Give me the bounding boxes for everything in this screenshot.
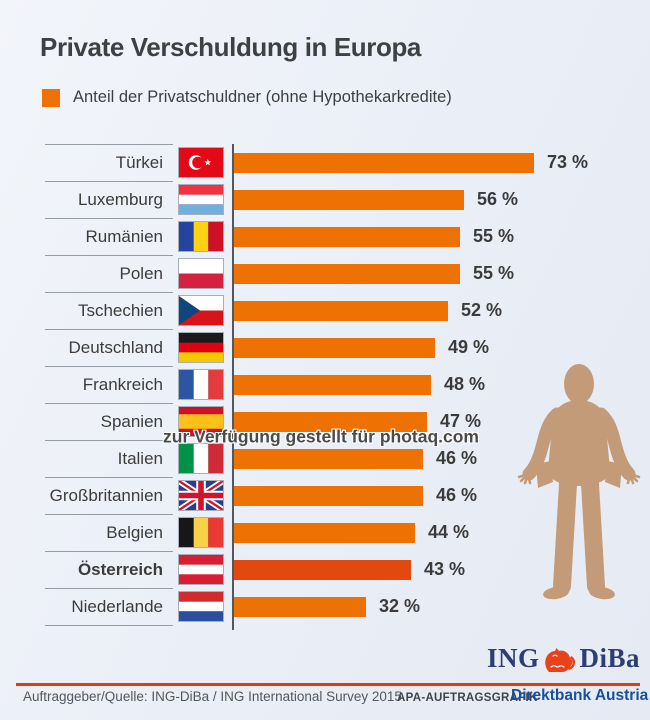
- chart-row: Österreich 43 %: [40, 551, 640, 588]
- bar-cell: 55 %: [234, 226, 514, 247]
- apa-credit: APA-AUFTRAGSGRAFIK: [397, 692, 538, 704]
- bar: [234, 596, 366, 617]
- country-label: Frankreich: [45, 366, 173, 403]
- bar-cell: 56 %: [234, 189, 518, 210]
- footer-rule: [16, 683, 640, 686]
- flag-turkey-icon: [178, 147, 224, 178]
- chart-row: Polen 55 %: [40, 255, 640, 292]
- bar: [234, 189, 464, 210]
- country-label: Spanien: [45, 403, 173, 440]
- empty-pockets-figure-icon: [517, 364, 641, 600]
- flag-uk-icon: [178, 480, 224, 511]
- bar-value-label: 32 %: [379, 596, 421, 616]
- bar: [234, 448, 423, 469]
- brand-subtitle: Direktbank Austria: [511, 687, 649, 704]
- chart-row: Tschechien 52 %: [40, 292, 640, 329]
- bar-cell: 47 %: [234, 411, 481, 432]
- country-label: Niederlande: [45, 588, 173, 625]
- bar-value-label: 49 %: [448, 337, 490, 357]
- chart-row: Frankreich 48 %: [40, 366, 640, 403]
- country-label: Rumänien: [45, 218, 173, 255]
- chart-row: Deutschland 49 %: [40, 329, 640, 366]
- bar-value-label: 48 %: [444, 374, 486, 394]
- bar-value-label: 73 %: [547, 152, 589, 172]
- bar-value-label: 43 %: [424, 559, 466, 579]
- bar-value-label: 44 %: [428, 522, 470, 542]
- flag-spain-icon: [178, 406, 224, 437]
- chart-row: Niederlande 32 %: [40, 588, 640, 625]
- chart-axis: [232, 144, 234, 630]
- logo-text-ing: ING: [486, 643, 540, 673]
- flag-germany-icon: [178, 332, 224, 363]
- watermark: zur Verfügung gestellt für photaq.com: [163, 426, 479, 447]
- chart-row: Italien 46 %: [40, 440, 640, 477]
- legend-swatch-icon: [42, 88, 60, 107]
- country-label: Polen: [45, 255, 173, 292]
- flag-belgium-icon: [178, 517, 224, 548]
- bar-cell: 46 %: [234, 485, 477, 506]
- chart-row: Großbritannien 46 %: [40, 477, 640, 514]
- bar: [234, 226, 460, 247]
- ing-diba-logo: ING DiBa: [487, 643, 640, 674]
- bar-cell: 52 %: [234, 300, 502, 321]
- flag-poland-icon: [178, 258, 224, 289]
- divider: [45, 625, 173, 626]
- chart-row: Spanien 47 %: [40, 403, 640, 440]
- country-label: Österreich: [45, 551, 173, 588]
- country-label: Türkei: [45, 144, 173, 181]
- bar: [234, 300, 448, 321]
- country-label: Großbritannien: [45, 477, 173, 514]
- chart-row: Luxemburg 56 %: [40, 181, 640, 218]
- flag-romania-icon: [178, 221, 224, 252]
- bar: [234, 374, 431, 395]
- country-label: Italien: [45, 440, 173, 477]
- bar-chart: Türkei 73 % Luxemburg 56 % Rumänien 55 % Polen…: [40, 144, 640, 625]
- chart-row: Türkei 73 %: [40, 144, 640, 181]
- country-label: Tschechien: [45, 292, 173, 329]
- bar: [234, 337, 435, 358]
- chart-row: Rumänien 55 %: [40, 218, 640, 255]
- flag-netherlands-icon: [178, 591, 224, 622]
- bar-value-label: 55 %: [473, 263, 515, 283]
- bar-value-label: 46 %: [436, 485, 478, 505]
- flag-italy-icon: [178, 443, 224, 474]
- bar-cell: 73 %: [234, 152, 588, 173]
- bar-value-label: 47 %: [440, 411, 482, 431]
- country-label: Luxemburg: [45, 181, 173, 218]
- bar-value-label: 55 %: [473, 226, 515, 246]
- page-title: Private Verschuldung in Europa: [40, 32, 421, 62]
- legend-label: Anteil der Privatschuldner (ohne Hypothe…: [73, 88, 452, 106]
- source-credit: Auftraggeber/Quelle: ING-DiBa / ING Inte…: [23, 689, 402, 704]
- ing-lion-icon: [545, 647, 576, 672]
- country-label: Belgien: [45, 514, 173, 551]
- bar-cell: 44 %: [234, 522, 469, 543]
- bar-cell: 49 %: [234, 337, 489, 358]
- bar: [234, 522, 415, 543]
- legend: Anteil der Privatschuldner (ohne Hypothe…: [42, 88, 452, 107]
- flag-austria-icon: [178, 554, 224, 585]
- bar-cell: 48 %: [234, 374, 485, 395]
- bar-value-label: 46 %: [436, 448, 478, 468]
- logo-text-diba: DiBa: [579, 643, 640, 673]
- bar-value-label: 56 %: [477, 189, 519, 209]
- bar: [234, 263, 460, 284]
- bar: [234, 485, 423, 506]
- flag-luxembourg-icon: [178, 184, 224, 215]
- bar: [234, 152, 534, 173]
- chart-row: Belgien 44 %: [40, 514, 640, 551]
- bar-cell: 55 %: [234, 263, 514, 284]
- bar-cell: 43 %: [234, 559, 465, 580]
- flag-france-icon: [178, 369, 224, 400]
- bar-cell: 46 %: [234, 448, 477, 469]
- bar-cell: 32 %: [234, 596, 420, 617]
- bar: [234, 411, 427, 432]
- bar-value-label: 52 %: [461, 300, 503, 320]
- flag-czechia-icon: [178, 295, 224, 326]
- country-label: Deutschland: [45, 329, 173, 366]
- bar: [234, 559, 411, 580]
